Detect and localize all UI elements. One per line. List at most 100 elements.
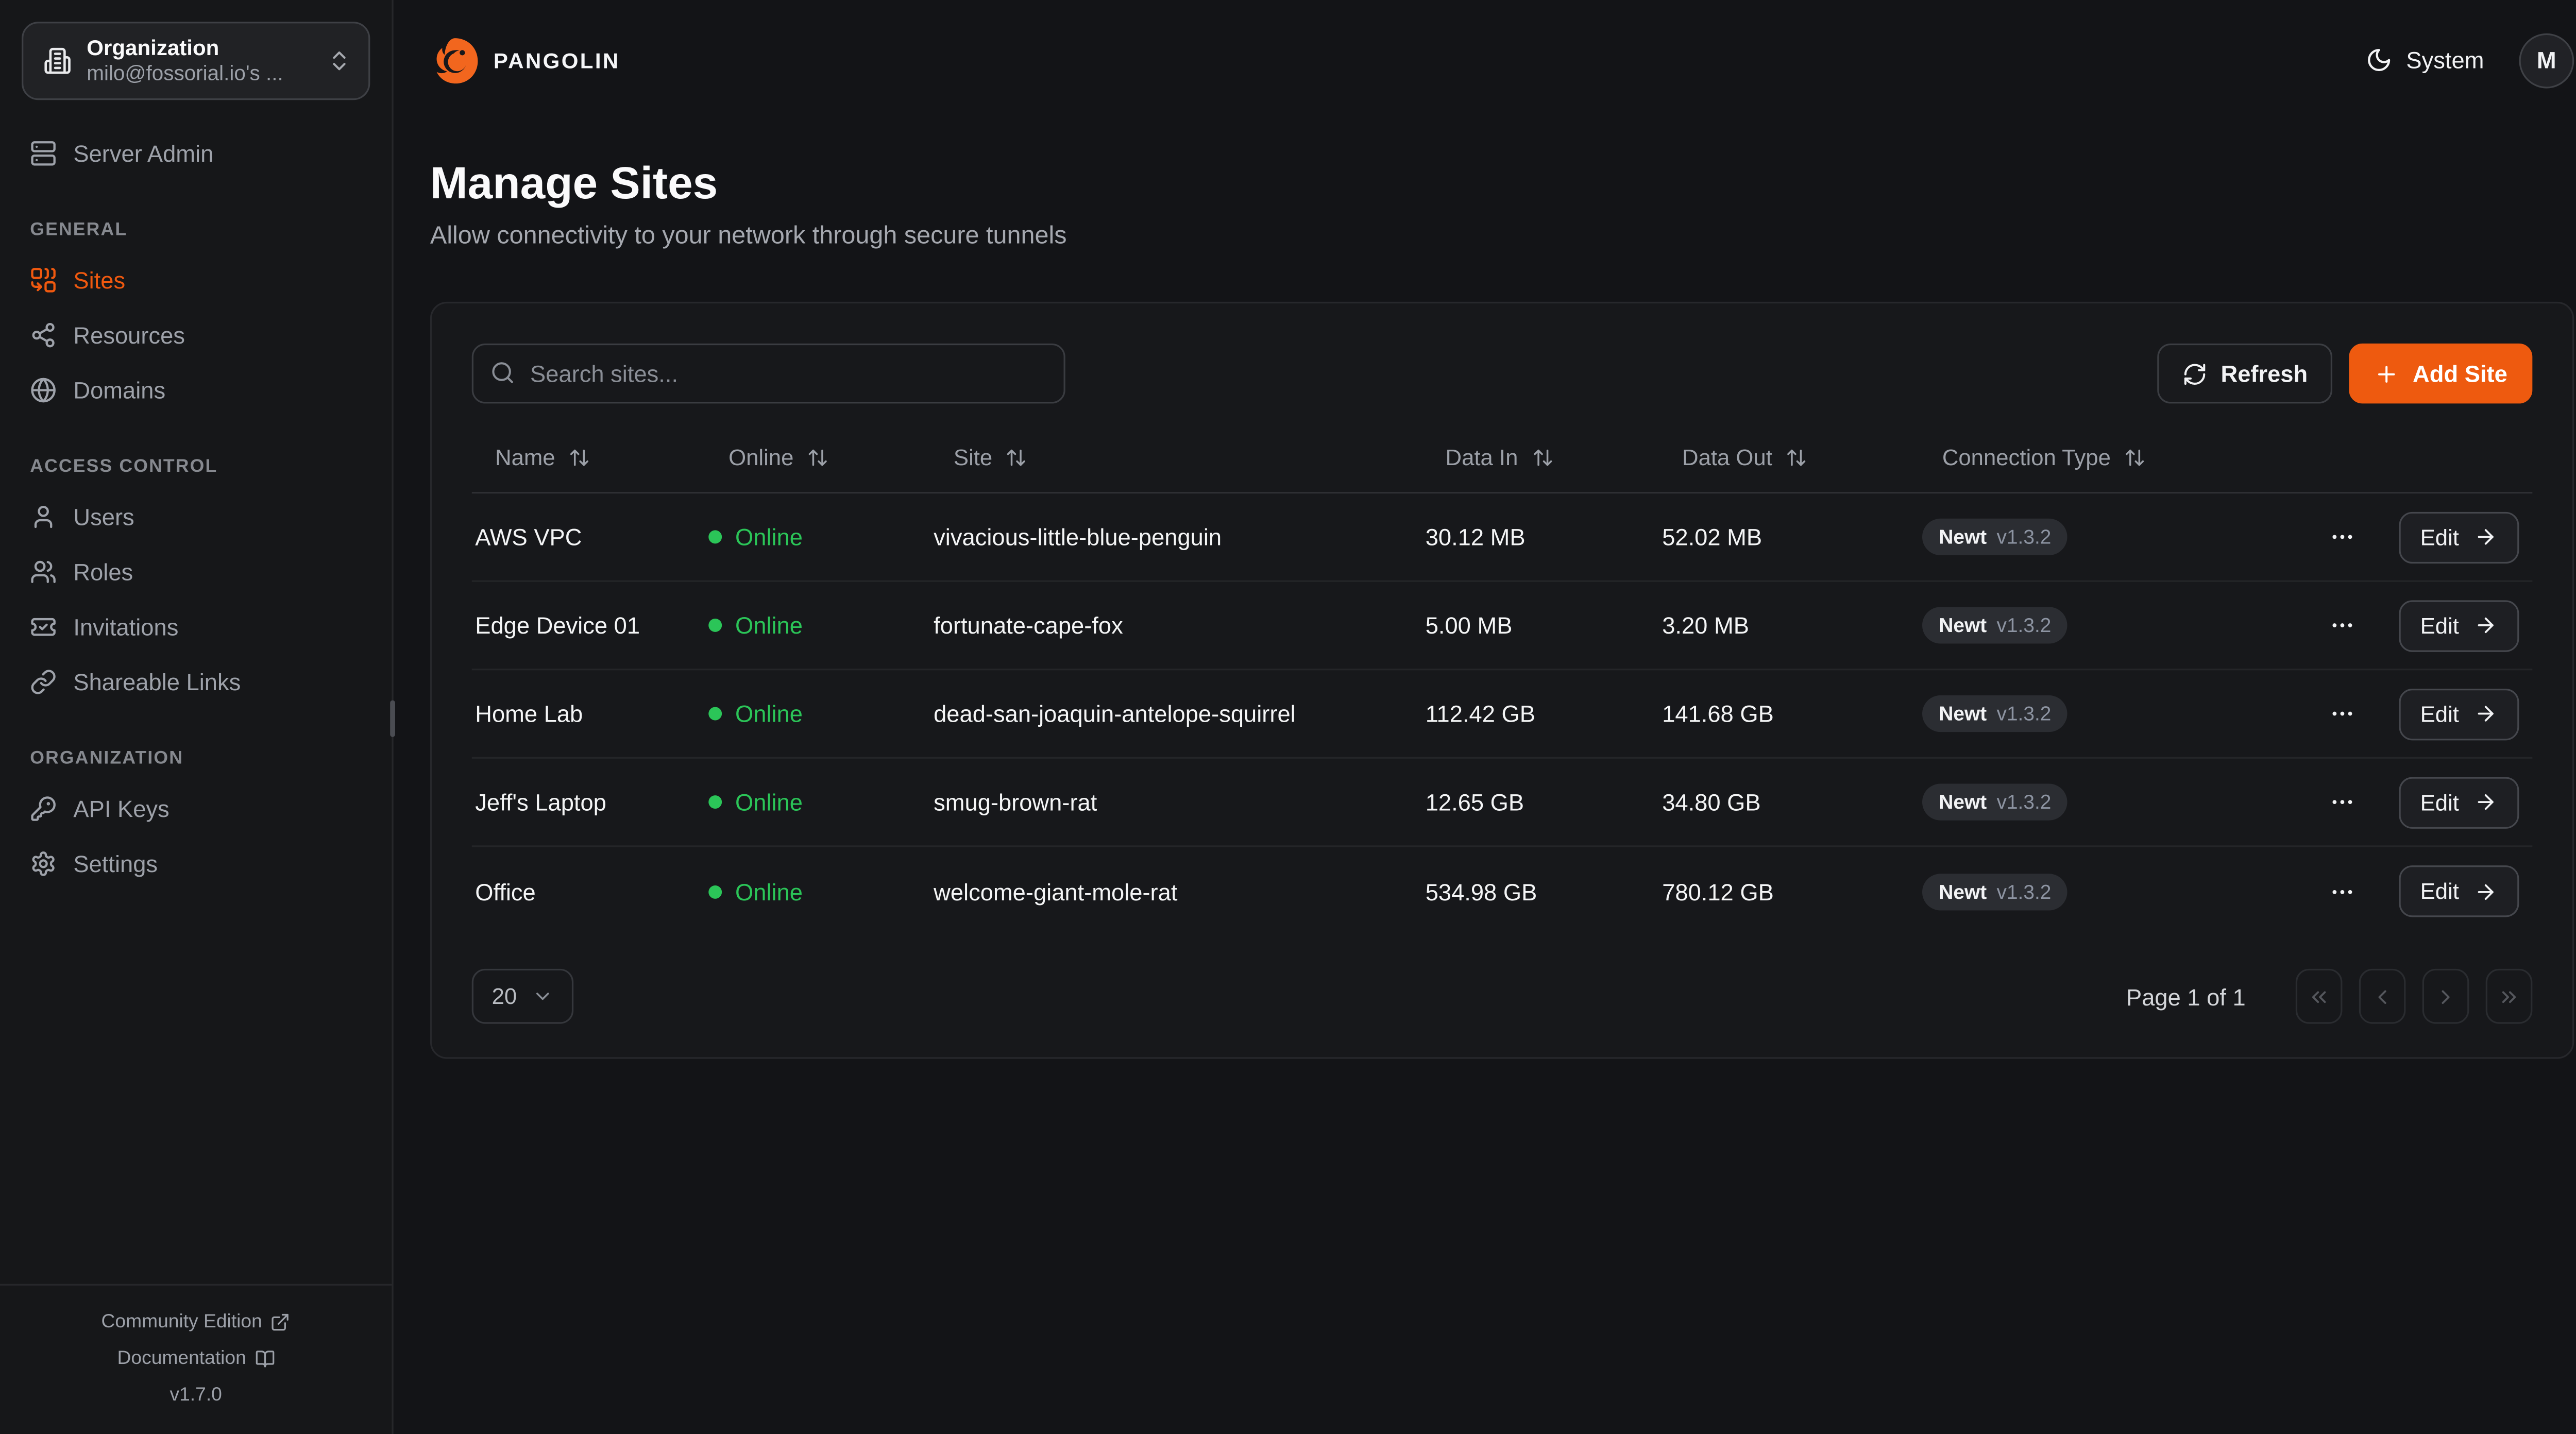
column-header-data-out[interactable]: Data Out [1659, 445, 1919, 470]
sidebar-item-domains[interactable]: Domains [20, 362, 372, 417]
row-menu-button[interactable] [2325, 520, 2359, 554]
sidebar-item-resources[interactable]: Resources [20, 307, 372, 362]
edit-button[interactable]: Edit [2398, 865, 2519, 917]
arrow-right-icon [2474, 525, 2497, 549]
documentation-link[interactable]: Documentation [13, 1341, 379, 1377]
sidebar-item-shareable-links[interactable]: Shareable Links [20, 654, 372, 709]
sidebar-item-sites[interactable]: Sites [20, 252, 372, 307]
data-out-value: 52.02 MB [1662, 523, 1762, 551]
online-status-label: Online [735, 523, 803, 551]
page-size-select[interactable]: 20 [471, 968, 574, 1024]
arrow-up-down-icon [2124, 447, 2146, 469]
sidebar-item-server-admin[interactable]: Server Admin [20, 125, 372, 180]
org-selector[interactable]: Organization milo@fossorial.io's ... [22, 22, 370, 100]
arrow-right-icon [2474, 613, 2497, 637]
site-name: Office [475, 878, 536, 905]
first-page-button[interactable] [2295, 968, 2343, 1024]
last-page-button[interactable] [2485, 968, 2533, 1024]
site-id: fortunate-cape-fox [934, 612, 1123, 639]
column-header-connection-type[interactable]: Connection Type [1919, 445, 2302, 470]
add-site-button[interactable]: Add Site [2349, 343, 2533, 404]
page-status: Page 1 of 1 [2126, 983, 2246, 1010]
refresh-label: Refresh [2221, 360, 2308, 387]
section-label-general: GENERAL [30, 220, 128, 241]
sidebar-item-label: Roles [73, 557, 133, 585]
chevron-down-icon [532, 985, 553, 1007]
toolbar-actions: Refresh Add Site [2157, 343, 2533, 404]
column-header-name[interactable]: Name [472, 445, 705, 470]
online-status-dot [708, 619, 722, 632]
arrow-up-down-icon [1786, 447, 1807, 469]
sidebar-item-api-keys[interactable]: API Keys [20, 780, 372, 835]
edit-button[interactable]: Edit [2398, 599, 2519, 652]
sidebar-item-label: Users [73, 503, 134, 530]
page-size-value: 20 [492, 983, 517, 1009]
community-edition-link[interactable]: Community Edition [13, 1304, 379, 1340]
pager-right: Page 1 of 1 [2126, 968, 2533, 1024]
arrow-up-down-icon [1531, 447, 1553, 469]
avatar[interactable]: M [2519, 32, 2574, 88]
table-row: Office Online welcome-giant-mole-rat 534… [472, 847, 2533, 935]
server-icon [30, 139, 57, 166]
section-label-organization: ORGANIZATION [30, 748, 184, 769]
site-status: Online [705, 523, 930, 550]
sidebar-item-label: Settings [73, 849, 158, 877]
refresh-button[interactable]: Refresh [2157, 343, 2333, 404]
sidebar-item-label: Resources [73, 321, 185, 348]
theme-label: System [2406, 46, 2484, 74]
row-menu-button[interactable] [2325, 697, 2359, 730]
search-input[interactable] [471, 343, 1065, 404]
previous-page-button[interactable] [2359, 968, 2406, 1024]
row-menu-button[interactable] [2325, 786, 2359, 819]
sidebar-item-invitations[interactable]: Invitations [20, 599, 372, 654]
row-menu-button[interactable] [2325, 875, 2359, 908]
users-icon [30, 558, 57, 585]
site-status: Online [705, 878, 930, 904]
column-header-data-in[interactable]: Data In [1422, 445, 1658, 470]
org-value: milo@fossorial.io's ... [87, 61, 283, 86]
page-subtitle: Allow connectivity to your network throu… [430, 221, 1067, 250]
arrow-up-down-icon [1006, 447, 1027, 469]
card-toolbar: Refresh Add Site [471, 343, 2533, 404]
edit-button[interactable]: Edit [2398, 688, 2519, 740]
next-page-button[interactable] [2422, 968, 2469, 1024]
book-open-icon [255, 1349, 275, 1369]
ellipsis-icon [2329, 878, 2355, 904]
sidebar-item-users[interactable]: Users [20, 488, 372, 543]
column-header-site[interactable]: Site [930, 445, 1422, 470]
connection-type-badge: Newt v1.3.2 [1922, 783, 2068, 821]
table-row: Jeff's Laptop Online smug-brown-rat 12.6… [471, 759, 2533, 847]
sidebar-item-settings[interactable]: Settings [20, 835, 372, 891]
user-icon [30, 503, 57, 530]
chevrons-up-down-icon [327, 48, 352, 74]
arrow-up-down-icon [807, 447, 828, 469]
edit-button[interactable]: Edit [2398, 776, 2519, 828]
sidebar-item-roles[interactable]: Roles [20, 543, 372, 599]
avatar-initial: M [2536, 46, 2556, 74]
edit-button[interactable]: Edit [2398, 511, 2519, 563]
community-edition-label: Community Edition [101, 1312, 262, 1333]
row-menu-button[interactable] [2325, 609, 2359, 642]
sidebar-resize-handle[interactable] [390, 700, 395, 737]
connection-type-cell: Newt v1.3.2 [1919, 607, 2302, 644]
ellipsis-icon [2329, 789, 2355, 815]
arrow-right-icon [2474, 880, 2497, 903]
topbar-right: System M [2366, 32, 2574, 88]
online-status-label: Online [735, 878, 803, 905]
ticket-check-icon [30, 613, 57, 640]
data-out-value: 3.20 MB [1662, 612, 1749, 639]
share-icon [30, 321, 57, 348]
row-actions: Edit [2302, 776, 2533, 828]
link-icon [30, 668, 57, 694]
org-label: Organization [87, 35, 219, 60]
combine-icon [30, 266, 57, 293]
section-label-access-control: ACCESS CONTROL [30, 456, 218, 477]
column-header-online[interactable]: Online [705, 445, 930, 470]
theme-toggle[interactable]: System [2366, 46, 2484, 74]
online-status-label: Online [735, 789, 803, 815]
row-actions: Edit [2302, 599, 2533, 652]
sidebar-item-label: Invitations [73, 612, 179, 640]
data-in-value: 5.00 MB [1425, 612, 1513, 639]
app-version: v1.7.0 [170, 1386, 222, 1406]
